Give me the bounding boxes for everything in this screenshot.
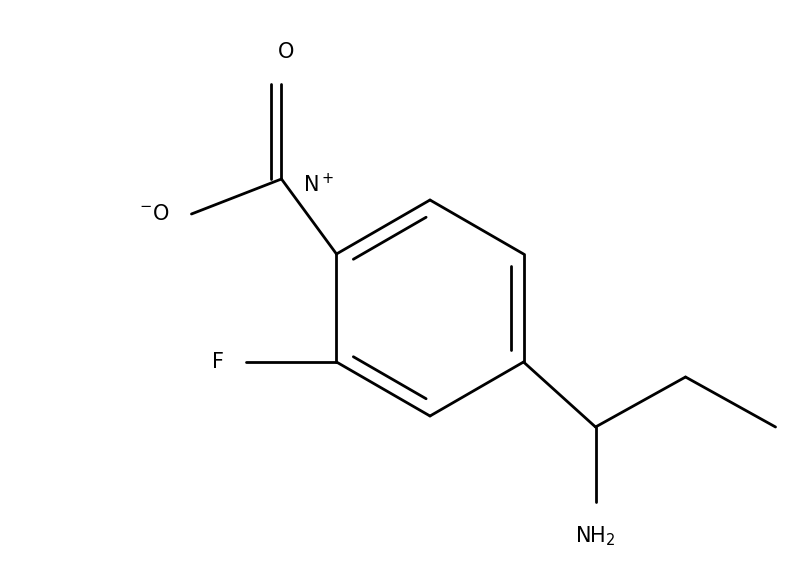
Text: NH$_2$: NH$_2$	[575, 524, 616, 548]
Text: $^{-}$O: $^{-}$O	[140, 204, 169, 224]
Text: N$^+$: N$^+$	[303, 172, 334, 196]
Text: F: F	[213, 352, 225, 372]
Text: O: O	[278, 42, 294, 62]
